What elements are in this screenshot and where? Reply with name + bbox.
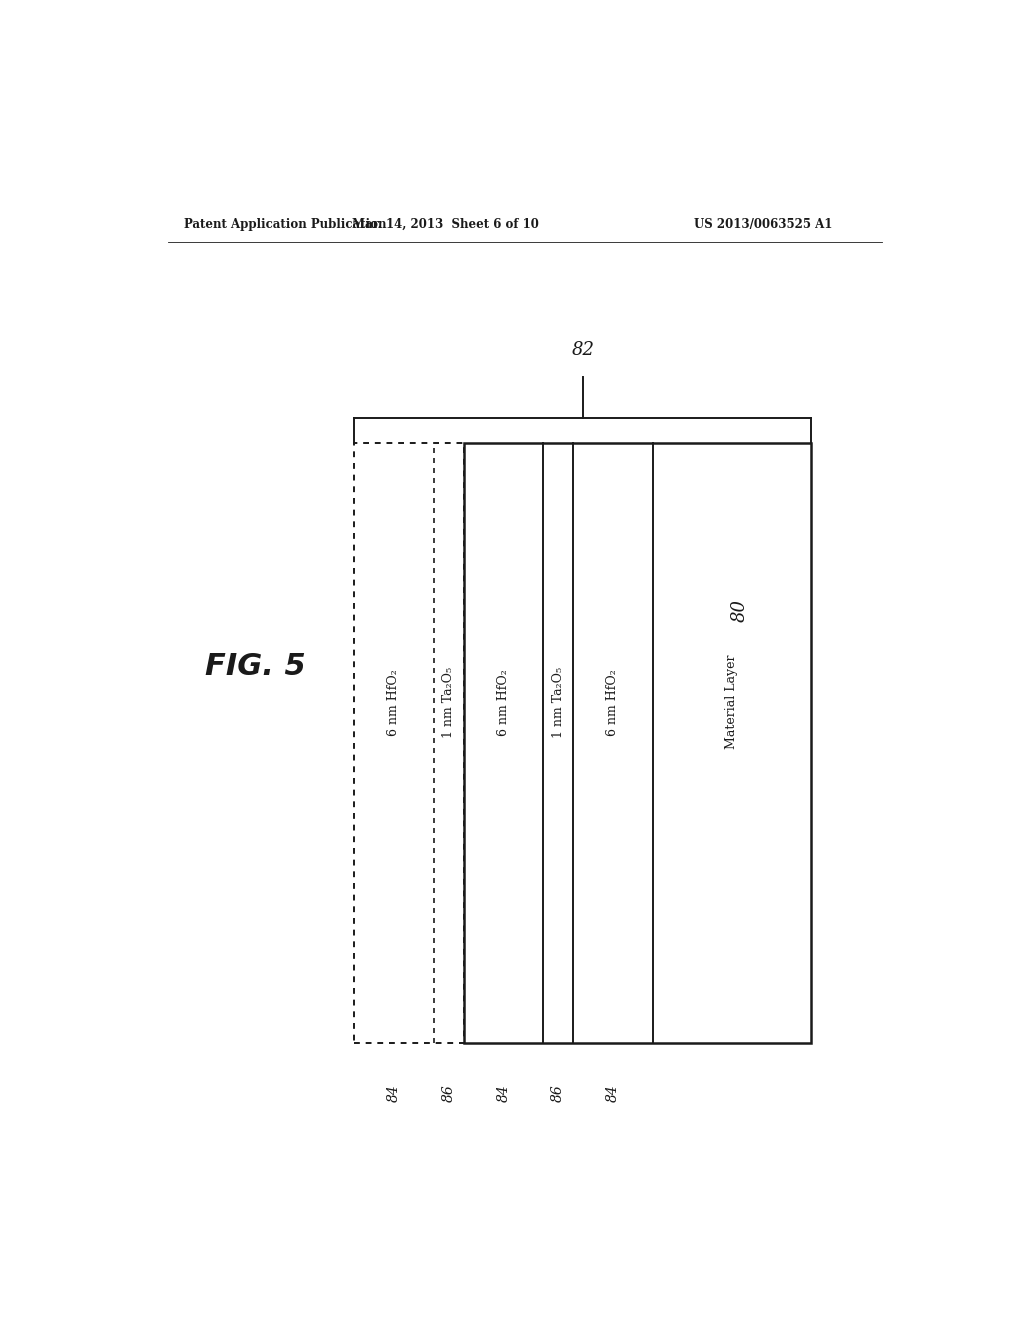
Text: 84: 84 [606, 1085, 620, 1102]
Text: 84: 84 [387, 1085, 400, 1102]
Text: Material Layer: Material Layer [725, 655, 738, 750]
Text: 86: 86 [441, 1085, 456, 1102]
Text: 84: 84 [497, 1085, 510, 1102]
Text: 6 nm HfO₂: 6 nm HfO₂ [497, 669, 510, 735]
Text: 6 nm HfO₂: 6 nm HfO₂ [606, 669, 620, 735]
Text: 6 nm HfO₂: 6 nm HfO₂ [387, 669, 400, 735]
Text: Patent Application Publication: Patent Application Publication [183, 218, 386, 231]
Text: 82: 82 [571, 341, 594, 359]
Bar [354, 444, 464, 1043]
Text: 1 nm Ta₂O₅: 1 nm Ta₂O₅ [552, 667, 564, 738]
Text: 86: 86 [551, 1085, 565, 1102]
Text: Mar. 14, 2013  Sheet 6 of 10: Mar. 14, 2013 Sheet 6 of 10 [352, 218, 539, 231]
Text: US 2013/0063525 A1: US 2013/0063525 A1 [693, 218, 833, 231]
Text: 1 nm Ta₂O₅: 1 nm Ta₂O₅ [442, 667, 455, 738]
Bar [464, 444, 811, 1043]
Text: 80: 80 [731, 599, 749, 622]
Text: FIG. 5: FIG. 5 [205, 652, 305, 681]
